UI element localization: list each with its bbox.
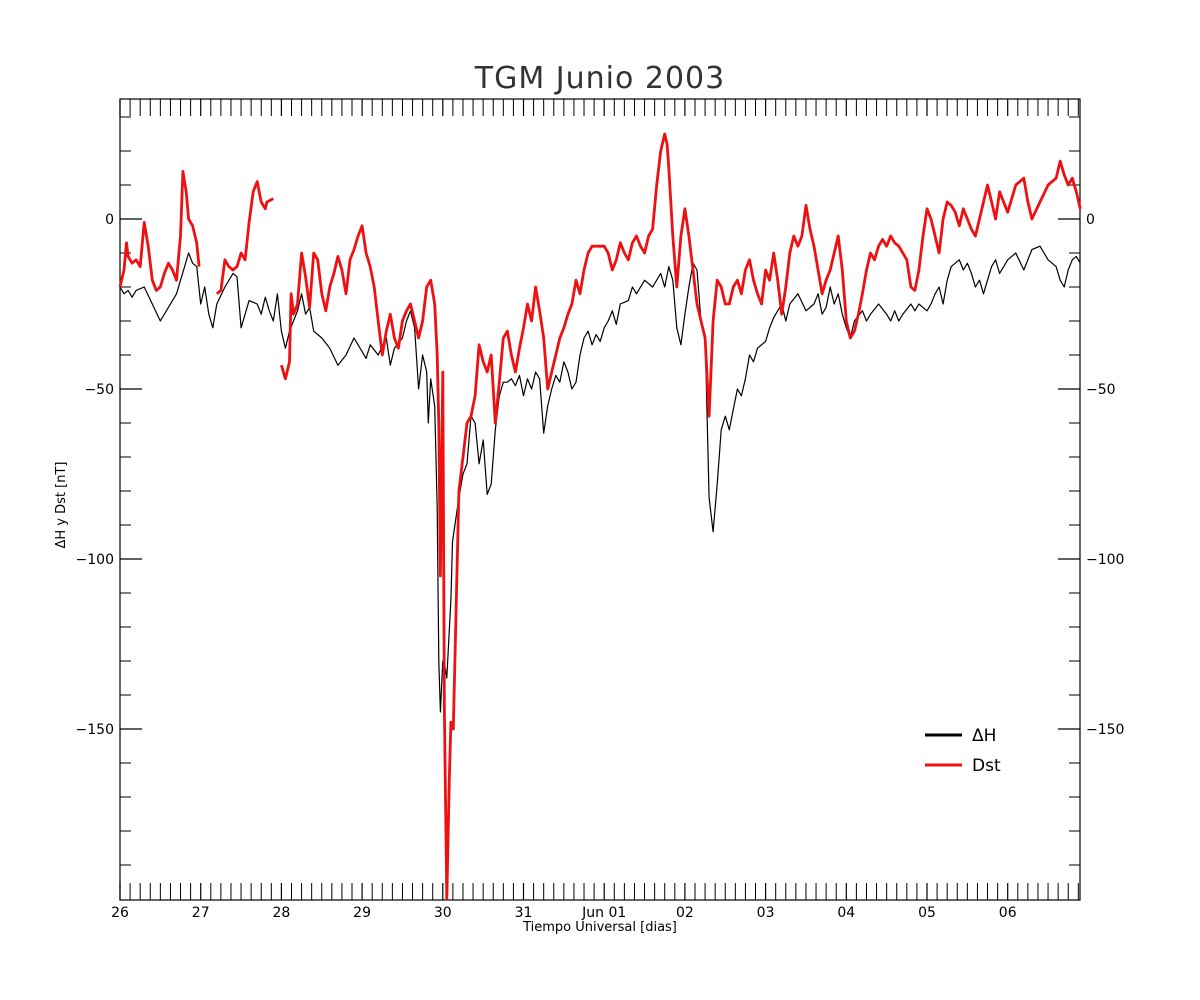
- x-tick-label: 30: [434, 905, 452, 921]
- y-tick-labels-right: 0 −50 −100 −150: [1086, 212, 1124, 738]
- x-tick-label: Jun 01: [581, 905, 626, 921]
- x-tick-label: 27: [192, 905, 210, 921]
- plot-frame: [119, 98, 1081, 901]
- legend-label-dst: Dst: [972, 756, 1001, 776]
- y-tick-label-left: −50: [84, 382, 114, 398]
- y-tick-label-left: −100: [76, 552, 114, 568]
- x-tick-label: 06: [999, 905, 1017, 921]
- y-tick-label-left: 0: [105, 212, 114, 228]
- y-tick-label-right: −150: [1086, 722, 1124, 738]
- legend: ΔH Dst: [925, 726, 1001, 776]
- series-line-dst-segment-0: [118, 169, 201, 292]
- series-line-dst-segment-1: [215, 180, 274, 295]
- x-tick-label: 29: [353, 905, 371, 921]
- x-tick-label: 28: [272, 905, 290, 921]
- y-tick-label-right: 0: [1086, 212, 1095, 228]
- x-tick-label: 05: [918, 905, 936, 921]
- x-tick-label: 26: [111, 905, 129, 921]
- y-tick-label-right: −50: [1086, 382, 1116, 398]
- y-tick-label-left: −150: [76, 722, 114, 738]
- x-tick-labels: 26 27 28 29 30 31 Jun 01 02 03 04 05 06: [111, 905, 1017, 921]
- x-axis-title: Tiempo Universal [dias]: [522, 920, 677, 935]
- x-tick-label: 31: [515, 905, 533, 921]
- series-line-dh-segment-0: [119, 245, 1081, 713]
- series-line-dst-segment-2: [280, 132, 1082, 901]
- legend-label-dh: ΔH: [972, 726, 996, 746]
- x-tick-label: 02: [676, 905, 694, 921]
- minor-ticks: [120, 99, 1080, 900]
- chart-title: TGM Junio 2003: [474, 61, 725, 96]
- x-tick-label: 04: [837, 905, 855, 921]
- series-layer: [118, 132, 1082, 901]
- y-axis-title: ΔH y Dst [nT]: [54, 462, 69, 549]
- y-tick-labels-left: 0 −50 −100 −150: [76, 212, 114, 738]
- x-tick-label: 03: [757, 905, 775, 921]
- y-tick-label-right: −100: [1086, 552, 1124, 568]
- major-ticks: [119, 99, 1080, 900]
